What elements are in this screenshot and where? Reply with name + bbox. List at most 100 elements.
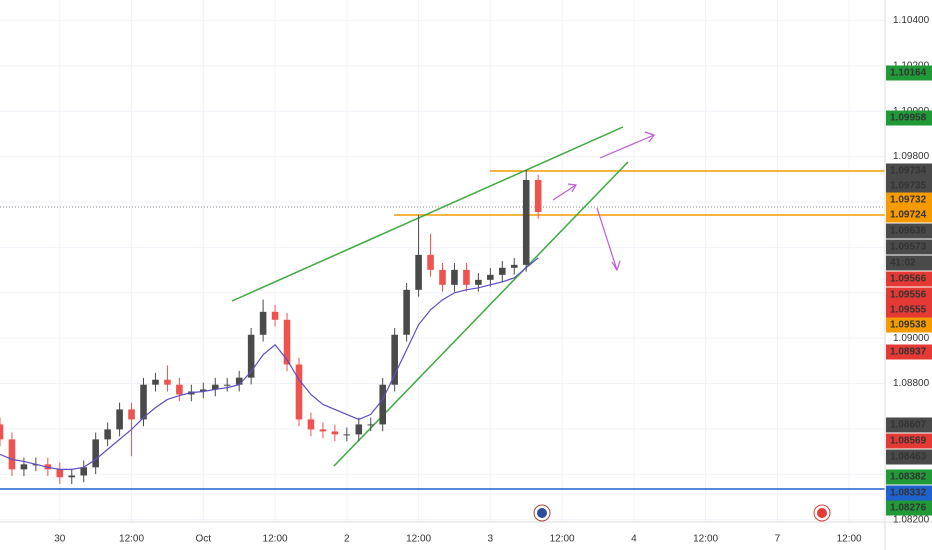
candle-body <box>104 429 111 440</box>
candle-body <box>475 279 482 285</box>
price-tag-label: 1.09573 <box>890 242 927 253</box>
candle-body <box>176 384 183 395</box>
price-tag <box>886 207 932 223</box>
y-tick-label: 1.08200 <box>893 514 930 525</box>
price-tag <box>886 344 932 360</box>
candle-body <box>499 267 506 275</box>
candle-body <box>379 384 386 425</box>
candle-body <box>271 311 279 320</box>
candle-body <box>283 319 291 365</box>
price-tag-label: 1.09958 <box>890 113 927 124</box>
price-tags: 1.10164 1.09958 1.09734 1.09735 1.09732 1.097… <box>886 65 932 516</box>
price-tag-label: 1.08569 <box>890 436 927 447</box>
candle-body <box>0 424 4 440</box>
candle-body <box>140 384 147 420</box>
candle-body <box>391 334 398 385</box>
candle-body <box>367 424 375 426</box>
price-tag <box>886 500 932 516</box>
candle-body <box>534 179 542 212</box>
candle-body <box>211 384 219 390</box>
x-tick-label: 7 <box>775 534 781 545</box>
x-tick-label: 30 <box>54 534 66 545</box>
candle-body <box>403 289 410 335</box>
price-tag <box>886 110 932 126</box>
price-tag <box>886 469 932 485</box>
candle-body <box>319 429 327 432</box>
price-tag <box>886 178 932 194</box>
price-tag-label: 1.09724 <box>890 210 927 221</box>
price-tag-label: 1.09538 <box>890 320 927 331</box>
y-tick-label: 1.10400 <box>893 15 930 26</box>
price-tag <box>886 239 932 255</box>
price-tag-label: 41:02 <box>890 258 916 269</box>
x-axis: 30 12:00 Oct 12:00 2 12:00 3 12:00 4 12:00 7 12:00 <box>54 534 862 545</box>
price-tag-label: 1.09555 <box>890 305 927 316</box>
candle-body <box>128 409 135 420</box>
price-tag <box>886 449 932 465</box>
candle-body <box>427 254 434 270</box>
event-marker <box>537 508 547 518</box>
price-tag-label: 1.08382 <box>890 472 927 483</box>
candle-body <box>56 469 64 478</box>
price-tag-label: 1.09566 <box>890 274 927 285</box>
candle-body <box>295 364 303 420</box>
price-tag-label: 1.08937 <box>890 347 927 358</box>
candle-body <box>522 179 530 265</box>
price-tag <box>886 65 932 81</box>
candle-body <box>8 439 16 470</box>
x-tick-label: 4 <box>631 534 637 545</box>
price-tag-label: 1.09735 <box>890 181 927 192</box>
price-tag-label: 1.09732 <box>890 195 927 206</box>
candle-body <box>164 379 171 385</box>
price-tag-label: 1.10164 <box>890 68 927 79</box>
x-tick-label: 12:00 <box>837 534 862 545</box>
candle-body <box>510 264 518 268</box>
grid <box>0 0 885 522</box>
x-tick-label: Oct <box>196 534 212 545</box>
trend-line <box>231 126 624 302</box>
candle-body <box>235 377 243 385</box>
price-tag <box>886 287 932 303</box>
price-tag <box>886 271 932 287</box>
price-tag <box>886 417 932 433</box>
price-tag <box>886 302 932 318</box>
x-tick-label: 3 <box>488 534 494 545</box>
candle-body <box>92 439 99 468</box>
candle-body <box>343 434 351 436</box>
x-tick-label: 2 <box>344 534 350 545</box>
price-tag-label: 1.09734 <box>890 166 927 177</box>
candle-body <box>152 379 159 385</box>
price-tag-label: 1.08332 <box>890 488 927 499</box>
event-marker <box>817 508 827 518</box>
plot-area <box>0 169 542 485</box>
candle-body <box>307 419 315 430</box>
candle-body <box>80 467 88 476</box>
candle-body <box>415 254 422 290</box>
y-tick-label: 1.08800 <box>893 378 930 389</box>
candle-body <box>463 269 470 285</box>
candle-body <box>247 334 255 378</box>
price-tag <box>886 433 932 449</box>
candle-body <box>200 389 207 392</box>
y-tick-label: 1.09800 <box>893 151 930 162</box>
candle-body <box>223 384 231 386</box>
x-tick-label: 12:00 <box>119 534 144 545</box>
x-tick-label: 12:00 <box>263 534 288 545</box>
candle-body <box>355 424 363 435</box>
price-tag <box>886 192 932 208</box>
candle-body <box>487 274 494 280</box>
candle-body <box>331 431 339 435</box>
price-tag <box>886 317 932 333</box>
price-tag <box>886 255 932 271</box>
candle-body <box>439 269 446 285</box>
moving-average <box>0 257 539 470</box>
arrows <box>552 131 655 272</box>
x-tick-label: 12:00 <box>406 534 431 545</box>
candle-body <box>68 475 76 478</box>
price-tag-label: 1.09636 <box>890 226 927 237</box>
y-tick-label: 1.09000 <box>893 333 930 344</box>
price-tag <box>886 163 932 179</box>
price-tag-label: 1.08463 <box>890 452 927 463</box>
price-tag-label: 1.09556 <box>890 290 927 301</box>
